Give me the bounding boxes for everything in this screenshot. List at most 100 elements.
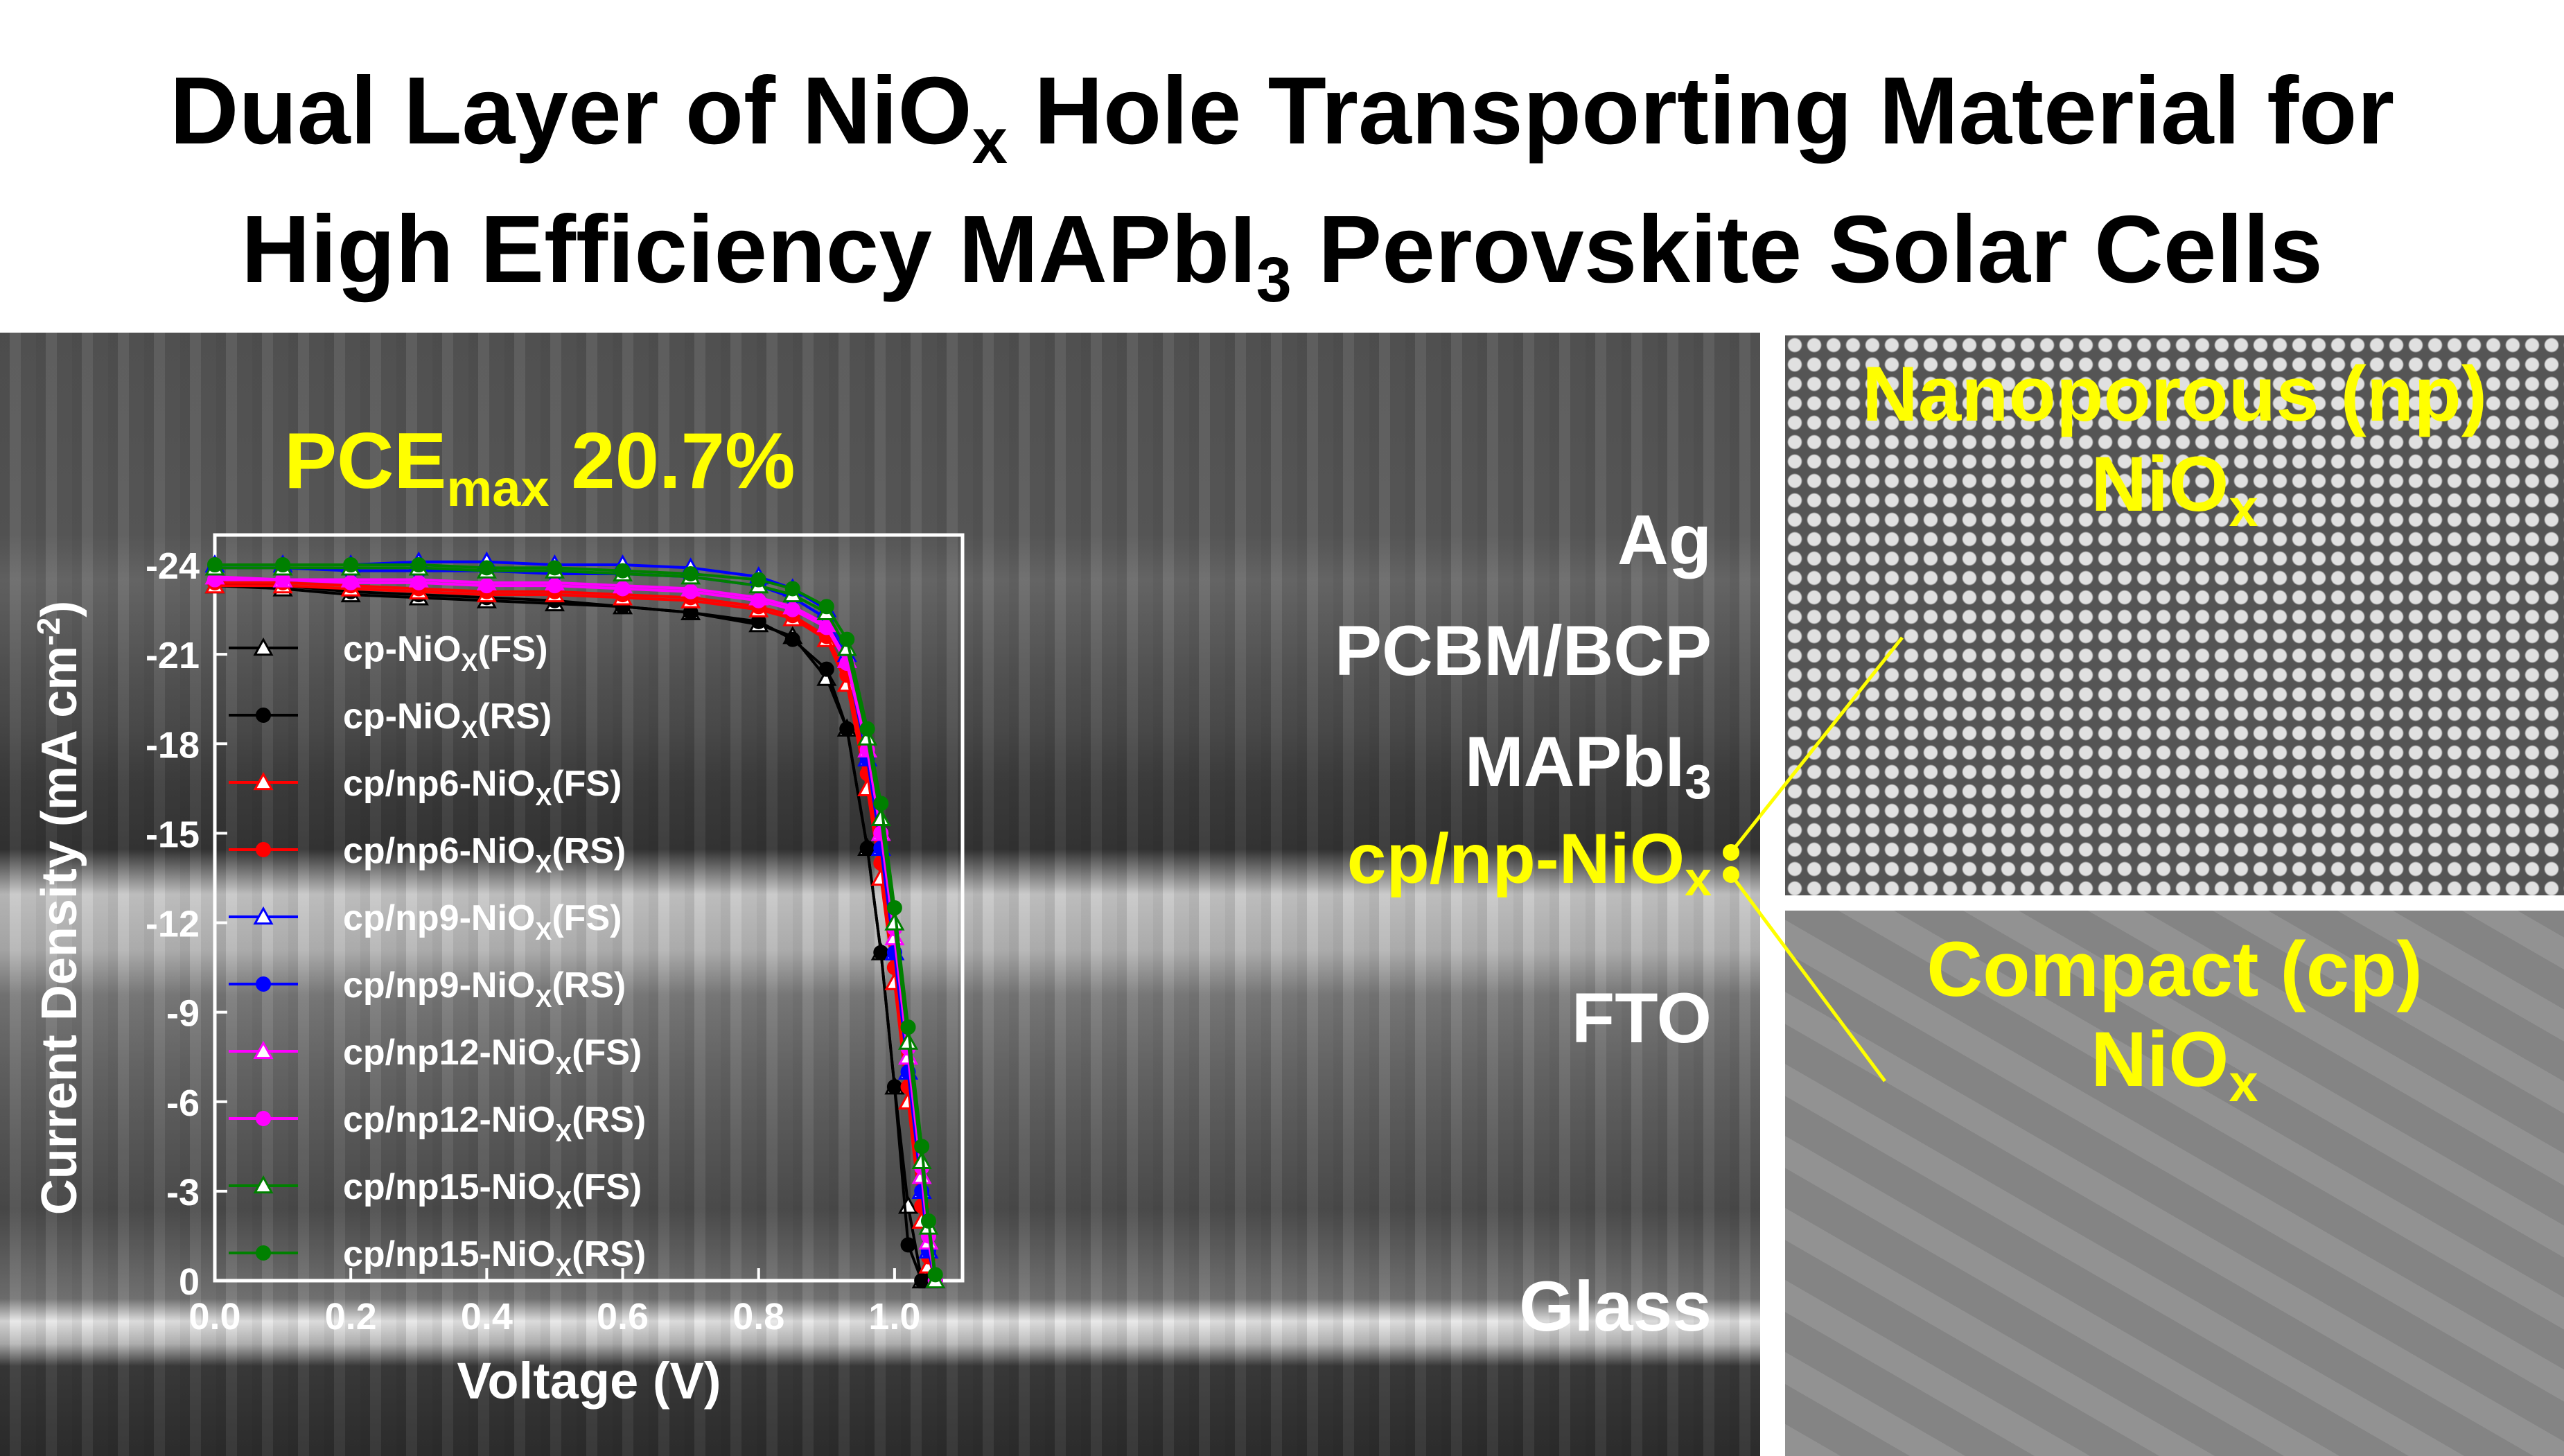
data-point [784,581,800,597]
legend-entry: cp/np6-NiOX(FS) [229,764,622,811]
series-group [204,551,946,1289]
data-point [857,727,878,746]
callout-line-cp [1729,873,1887,1082]
layer-label-mapbi3: MAPbI3 [1464,722,1712,809]
title-line-1: Dual Layer of NiOx Hole Transporting Mat… [169,58,2395,177]
plot-frame [213,533,965,1283]
y-tick-label: -9 [166,993,200,1035]
x-axis-label: Voltage (V) [457,1352,721,1410]
legend-entry: cp/np6-NiOX(RS) [229,831,626,878]
data-point [275,557,291,573]
legend-entry: cp/np9-NiOX(FS) [229,898,622,945]
data-point [479,560,495,576]
data-point [818,661,834,677]
legend-label: cp/np12-NiOX(RS) [343,1100,646,1147]
legend-entry: cp/np15-NiOX(FS) [229,1167,642,1214]
data-point [411,557,427,573]
y-tick-label: -24 [146,545,200,587]
nanoporous-sem-panel: Nanoporous (np) NiOx [1785,335,2564,895]
x-tick-label: 0.4 [461,1296,513,1337]
x-axis: 0.0 0.2 0.4 0.6 0.8 1.0 [188,1268,920,1337]
data-point [886,900,902,915]
x-tick-label: 0.8 [732,1296,784,1337]
data-point [886,1079,902,1095]
y-axis: 0 -3 -6 -9 -12 -15 -18 -21 -24 [146,545,227,1303]
data-point [897,1195,919,1214]
data-point [411,574,427,590]
legend-label: cp/np15-NiOX(FS) [343,1167,642,1214]
legend-swatch-marker [256,1245,271,1261]
layer-label-pcbm: PCBM/BCP [1334,611,1712,690]
legend-entry: cp/np12-NiOX(RS) [229,1100,646,1147]
data-point [900,1237,916,1253]
x-tick-label: 0.2 [325,1296,377,1337]
data-point [873,796,889,812]
figure-title: Dual Layer of NiOx Hole Transporting Mat… [0,42,2564,319]
data-point [914,1139,930,1155]
data-point [750,572,766,588]
legend-label: cp/np15-NiOX(RS) [343,1234,646,1281]
cross-section-sem-image [0,333,1760,1456]
legend-entry: cp/np9-NiOX(RS) [229,965,626,1012]
data-point [343,574,359,590]
data-point [927,1267,943,1283]
data-point [615,581,631,597]
legend-entry: cp/np12-NiOX(FS) [229,1033,642,1080]
data-point [683,565,699,581]
data-point [615,563,631,579]
callout-lines [1723,636,1904,1082]
y-tick-label: -18 [146,724,200,766]
data-point [683,584,699,599]
legend-label: cp-NiOX(FS) [343,629,548,676]
data-point [870,807,891,826]
legend-swatch-marker [256,842,271,857]
legend-swatch-marker [253,1040,274,1060]
legend-swatch-marker [253,637,274,656]
pce-max-label: PCEmax 20.7% [284,417,796,517]
data-point [784,631,800,647]
data-point [839,631,855,647]
x-tick-label: 0.0 [188,1296,240,1337]
data-point [897,1031,919,1050]
data-point [900,1019,916,1035]
legend-swatch-marker [253,1175,274,1194]
layer-label-np-niox: cp/np-NiOx [1346,819,1712,906]
legend: cp-NiOX(FS) cp-NiOX(RS) cp/np6-NiOX(FS) cp/… [229,629,646,1281]
layer-label-fto: FTO [1571,979,1712,1058]
data-point [839,721,855,737]
y-axis-label-post: ) [32,601,87,617]
legend-entry: cp/np15-NiOX(RS) [229,1234,646,1281]
callout-dot-cp [1723,866,1739,883]
legend-label: cp-NiOX(RS) [343,696,552,744]
legend-label: cp/np12-NiOX(FS) [343,1033,642,1080]
compact-sem-panel: Compact (cp) NiOx [1785,911,2564,1456]
y-tick-label: -3 [166,1172,200,1213]
data-point [873,945,889,961]
y-axis-label-sup: -2 [30,617,67,646]
data-point [920,1213,936,1229]
legend-swatch-marker [253,906,274,925]
data-point [859,840,875,856]
layer-label-glass: Glass [1519,1267,1712,1346]
legend-swatch-marker [253,771,274,791]
callout-dot-np [1723,844,1739,861]
data-point [207,557,222,573]
np-panel-title: Nanoporous (np) NiOx [1861,351,2488,538]
y-tick-label: -12 [146,904,200,945]
data-point [479,578,495,594]
data-point [884,912,905,931]
data-point [547,560,563,576]
y-tick-label: -15 [146,814,200,855]
y-axis-label: Current Density (mA cm-2) [30,601,87,1215]
data-point [750,593,766,608]
layer-label-ag: Ag [1617,500,1712,579]
legend-label: cp/np6-NiOX(RS) [343,831,626,878]
legend-label: cp/np9-NiOX(RS) [343,965,626,1012]
legend-entry: cp-NiOX(RS) [229,696,552,744]
y-tick-label: 0 [179,1261,200,1303]
data-point [784,602,800,617]
y-axis-label-pre: Current Density (mA cm [32,646,87,1216]
series-10 [207,557,943,1283]
legend-swatch-marker [256,708,271,723]
